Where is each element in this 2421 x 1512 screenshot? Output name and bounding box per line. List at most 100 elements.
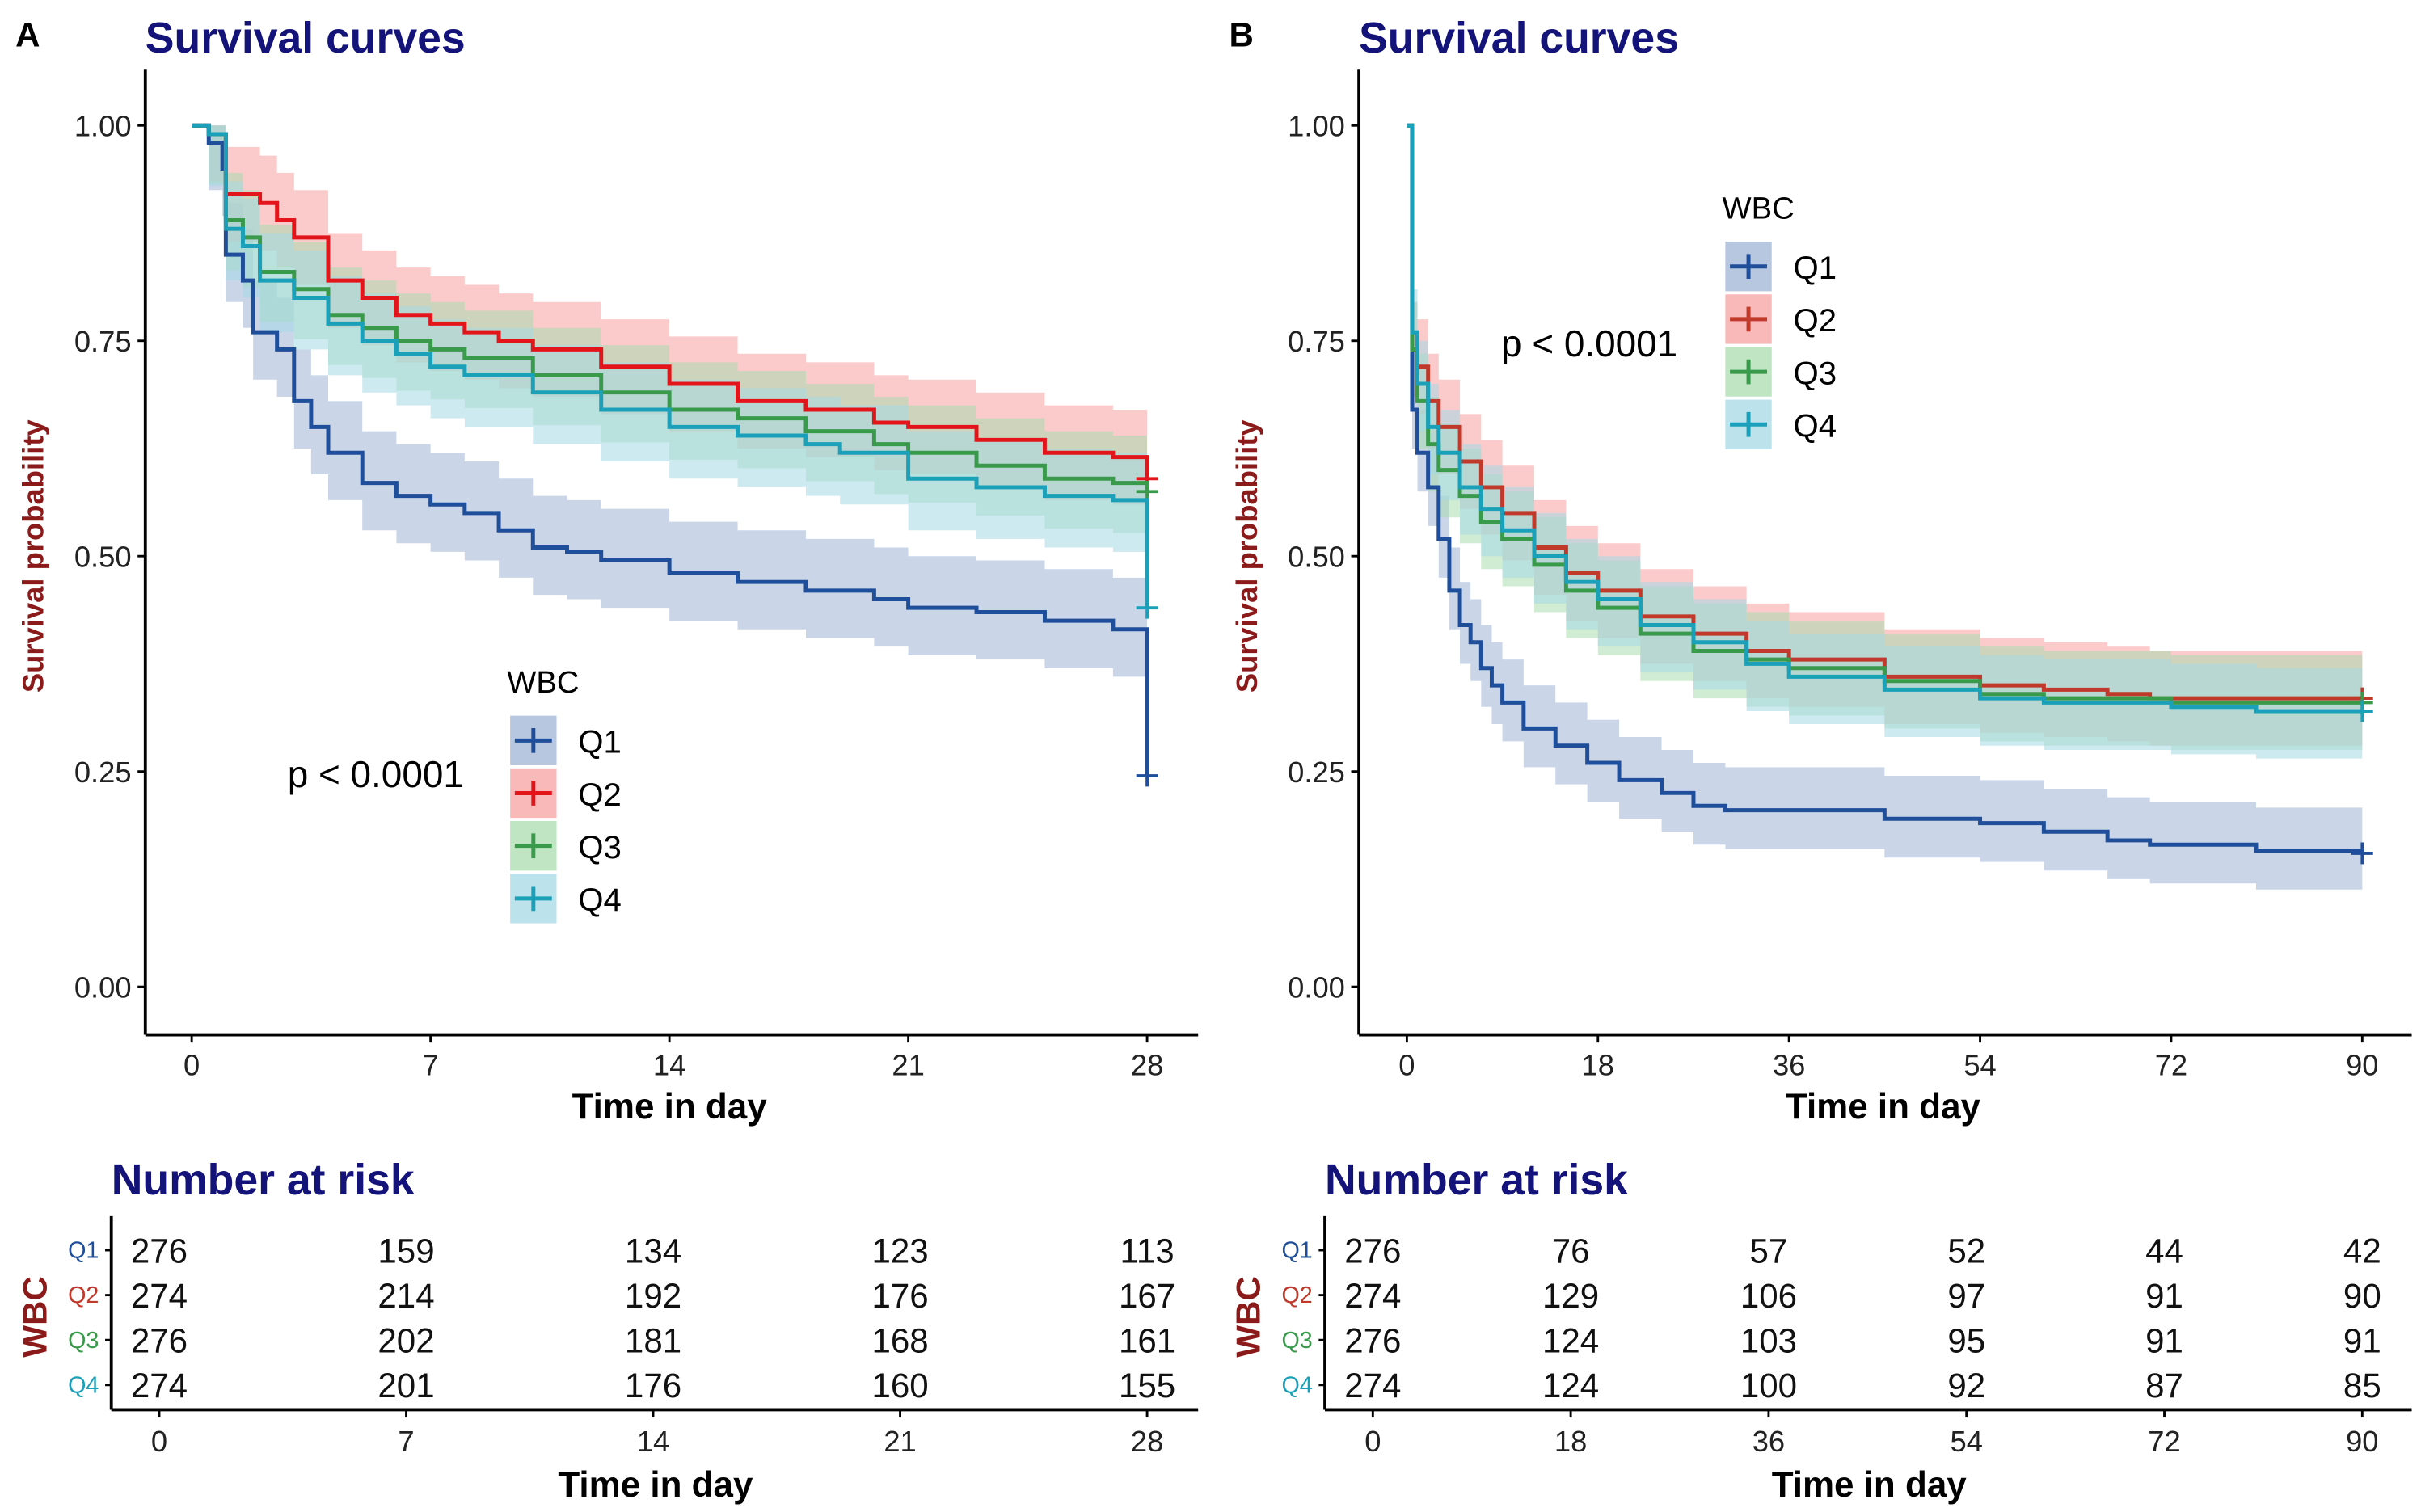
legend-label-q1: Q1	[1794, 250, 1837, 286]
legend-label-q1: Q1	[578, 724, 622, 760]
risk-count-cell: 181	[625, 1322, 681, 1360]
risk-count-cell: 274	[1344, 1367, 1401, 1405]
axes-b: 0.00 0.25 0.50 0.75 1.00 0 18 36 54 72 90	[1288, 69, 2412, 1081]
censor-mark-q1	[2351, 842, 2373, 865]
risk-table-title-a: Number at risk	[112, 1156, 415, 1204]
censor-mark-q4	[1136, 596, 1158, 619]
risk-count-cell: 91	[2343, 1322, 2381, 1360]
legend-line-icon-q1	[1730, 254, 1768, 280]
panel-b: B Survival curves Survival probability 0…	[1229, 14, 2412, 1505]
risk-count-cell: 176	[625, 1367, 681, 1405]
risk-count-cell: 113	[1120, 1232, 1175, 1270]
censor-mark-q4	[2351, 700, 2373, 722]
risk-x-tick-label-b: 18	[1554, 1425, 1587, 1458]
ci-band-q4	[1407, 125, 2363, 759]
legend-label-q3: Q3	[578, 829, 622, 866]
risk-count-cell: 97	[1947, 1277, 1985, 1315]
survival-title-a: Survival curves	[146, 14, 466, 62]
risk-row-name-q2: Q2	[1281, 1282, 1312, 1308]
p-value-a: p < 0.0001	[288, 753, 464, 795]
risk-x-tick-label-a: 28	[1131, 1425, 1163, 1458]
x-tick-label-b: 36	[1773, 1048, 1805, 1081]
risk-count-cell: 85	[2343, 1367, 2381, 1405]
censor-mark-q1	[1136, 764, 1158, 787]
risk-x-tick-label-b: 72	[2148, 1425, 2180, 1458]
risk-table-a: Q1 276 159 134 123 113 Q2 274 214 192 176 167 Q3 276 2…	[68, 1215, 1199, 1458]
risk-count-cell: 201	[377, 1367, 434, 1405]
axes-a: 0.00 0.25 0.50 0.75 1.00 0 7 14 21 28	[74, 69, 1199, 1081]
risk-count-cell: 95	[1947, 1322, 1985, 1360]
ci-band-q1	[1407, 125, 2363, 892]
risk-table-b: Q1 276 76 57 52 44 42 Q2 274 129 106 97 91 90 Q3 276 124…	[1281, 1215, 2412, 1458]
survival-curve-q4	[1407, 123, 2363, 714]
risk-count-cell: 274	[1344, 1277, 1401, 1315]
risk-count-cell: 124	[1542, 1322, 1599, 1360]
risk-count-cell: 276	[1344, 1322, 1401, 1360]
x-tick-label-a: 28	[1131, 1048, 1163, 1081]
risk-count-cell: 87	[2145, 1367, 2183, 1405]
x-axis-label-a: Time in day	[572, 1087, 768, 1127]
risk-count-cell: 167	[1119, 1277, 1175, 1315]
risk-x-tick-label-b: 54	[1951, 1425, 1983, 1458]
risk-row-name-q1: Q1	[1281, 1238, 1312, 1264]
risk-count-cell: 134	[625, 1232, 681, 1270]
survival-curve-q2	[192, 123, 1149, 479]
y-tick-label-b: 1.00	[1288, 110, 1345, 143]
y-tick-label-b: 0.50	[1288, 541, 1345, 574]
risk-count-cell: 57	[1750, 1232, 1788, 1270]
x-axis-label-b: Time in day	[1786, 1087, 1981, 1127]
legend-line-icon-q3	[1730, 359, 1768, 385]
legend-b: WBC Q1 Q2 Q3 Q4	[1723, 191, 1837, 449]
risk-count-cell: 129	[1542, 1277, 1599, 1315]
y-tick-label-a: 0.50	[74, 541, 132, 574]
risk-count-cell: 161	[1119, 1322, 1175, 1360]
legend-label-q4: Q4	[578, 882, 622, 918]
risk-x-tick-label-a: 21	[884, 1425, 916, 1458]
risk-count-cell: 91	[2145, 1322, 2183, 1360]
survival-curve-q1	[1407, 123, 2364, 853]
risk-row-label-b: WBC	[1229, 1276, 1267, 1358]
risk-count-cell: 159	[377, 1232, 434, 1270]
risk-table-title-b: Number at risk	[1325, 1156, 1628, 1204]
p-value-b: p < 0.0001	[1501, 322, 1677, 364]
risk-x-axis-label-b: Time in day	[1772, 1465, 1968, 1505]
y-tick-label-b: 0.25	[1288, 756, 1345, 789]
risk-x-axis-label-a: Time in day	[558, 1465, 753, 1505]
curves-a	[192, 123, 1158, 787]
y-tick-label-a: 1.00	[74, 110, 132, 143]
x-tick-label-b: 18	[1582, 1048, 1614, 1081]
y-axis-label-b: Survival probability	[1230, 419, 1263, 693]
risk-count-cell: 276	[131, 1322, 188, 1360]
legend-line-icon-q2	[1730, 306, 1768, 332]
risk-count-cell: 168	[871, 1322, 928, 1360]
x-tick-label-b: 54	[1963, 1048, 1996, 1081]
x-tick-label-b: 0	[1398, 1048, 1415, 1081]
risk-count-cell: 155	[1119, 1367, 1175, 1405]
panel-letter-b: B	[1229, 15, 1253, 53]
risk-count-cell: 202	[377, 1322, 434, 1360]
risk-count-cell: 103	[1740, 1322, 1797, 1360]
risk-count-cell: 176	[871, 1277, 928, 1315]
legend-line-icon-q1	[514, 727, 552, 753]
risk-row-name-q1: Q1	[68, 1238, 99, 1264]
risk-row-name-q4: Q4	[1281, 1372, 1312, 1398]
risk-row-label-a: WBC	[15, 1276, 53, 1358]
risk-x-tick-label-b: 36	[1752, 1425, 1785, 1458]
risk-x-tick-label-a: 0	[151, 1425, 167, 1458]
risk-count-cell: 52	[1947, 1232, 1985, 1270]
legend-line-icon-q4	[1730, 411, 1768, 437]
risk-count-cell: 276	[131, 1232, 188, 1270]
risk-count-cell: 76	[1552, 1232, 1590, 1270]
risk-x-tick-label-a: 7	[398, 1425, 414, 1458]
legend-title-b: WBC	[1723, 191, 1795, 225]
legend-title-a: WBC	[507, 665, 579, 700]
y-tick-label-b: 0.00	[1288, 971, 1345, 1004]
risk-count-cell: 106	[1740, 1277, 1797, 1315]
y-tick-label-a: 0.75	[74, 325, 132, 358]
legend-label-q2: Q2	[578, 777, 622, 813]
risk-x-tick-label-b: 90	[2346, 1425, 2378, 1458]
risk-count-cell: 123	[871, 1232, 928, 1270]
risk-row-name-q2: Q2	[68, 1282, 99, 1308]
risk-count-cell: 276	[1344, 1232, 1401, 1270]
ci-band-q1	[192, 125, 1148, 681]
